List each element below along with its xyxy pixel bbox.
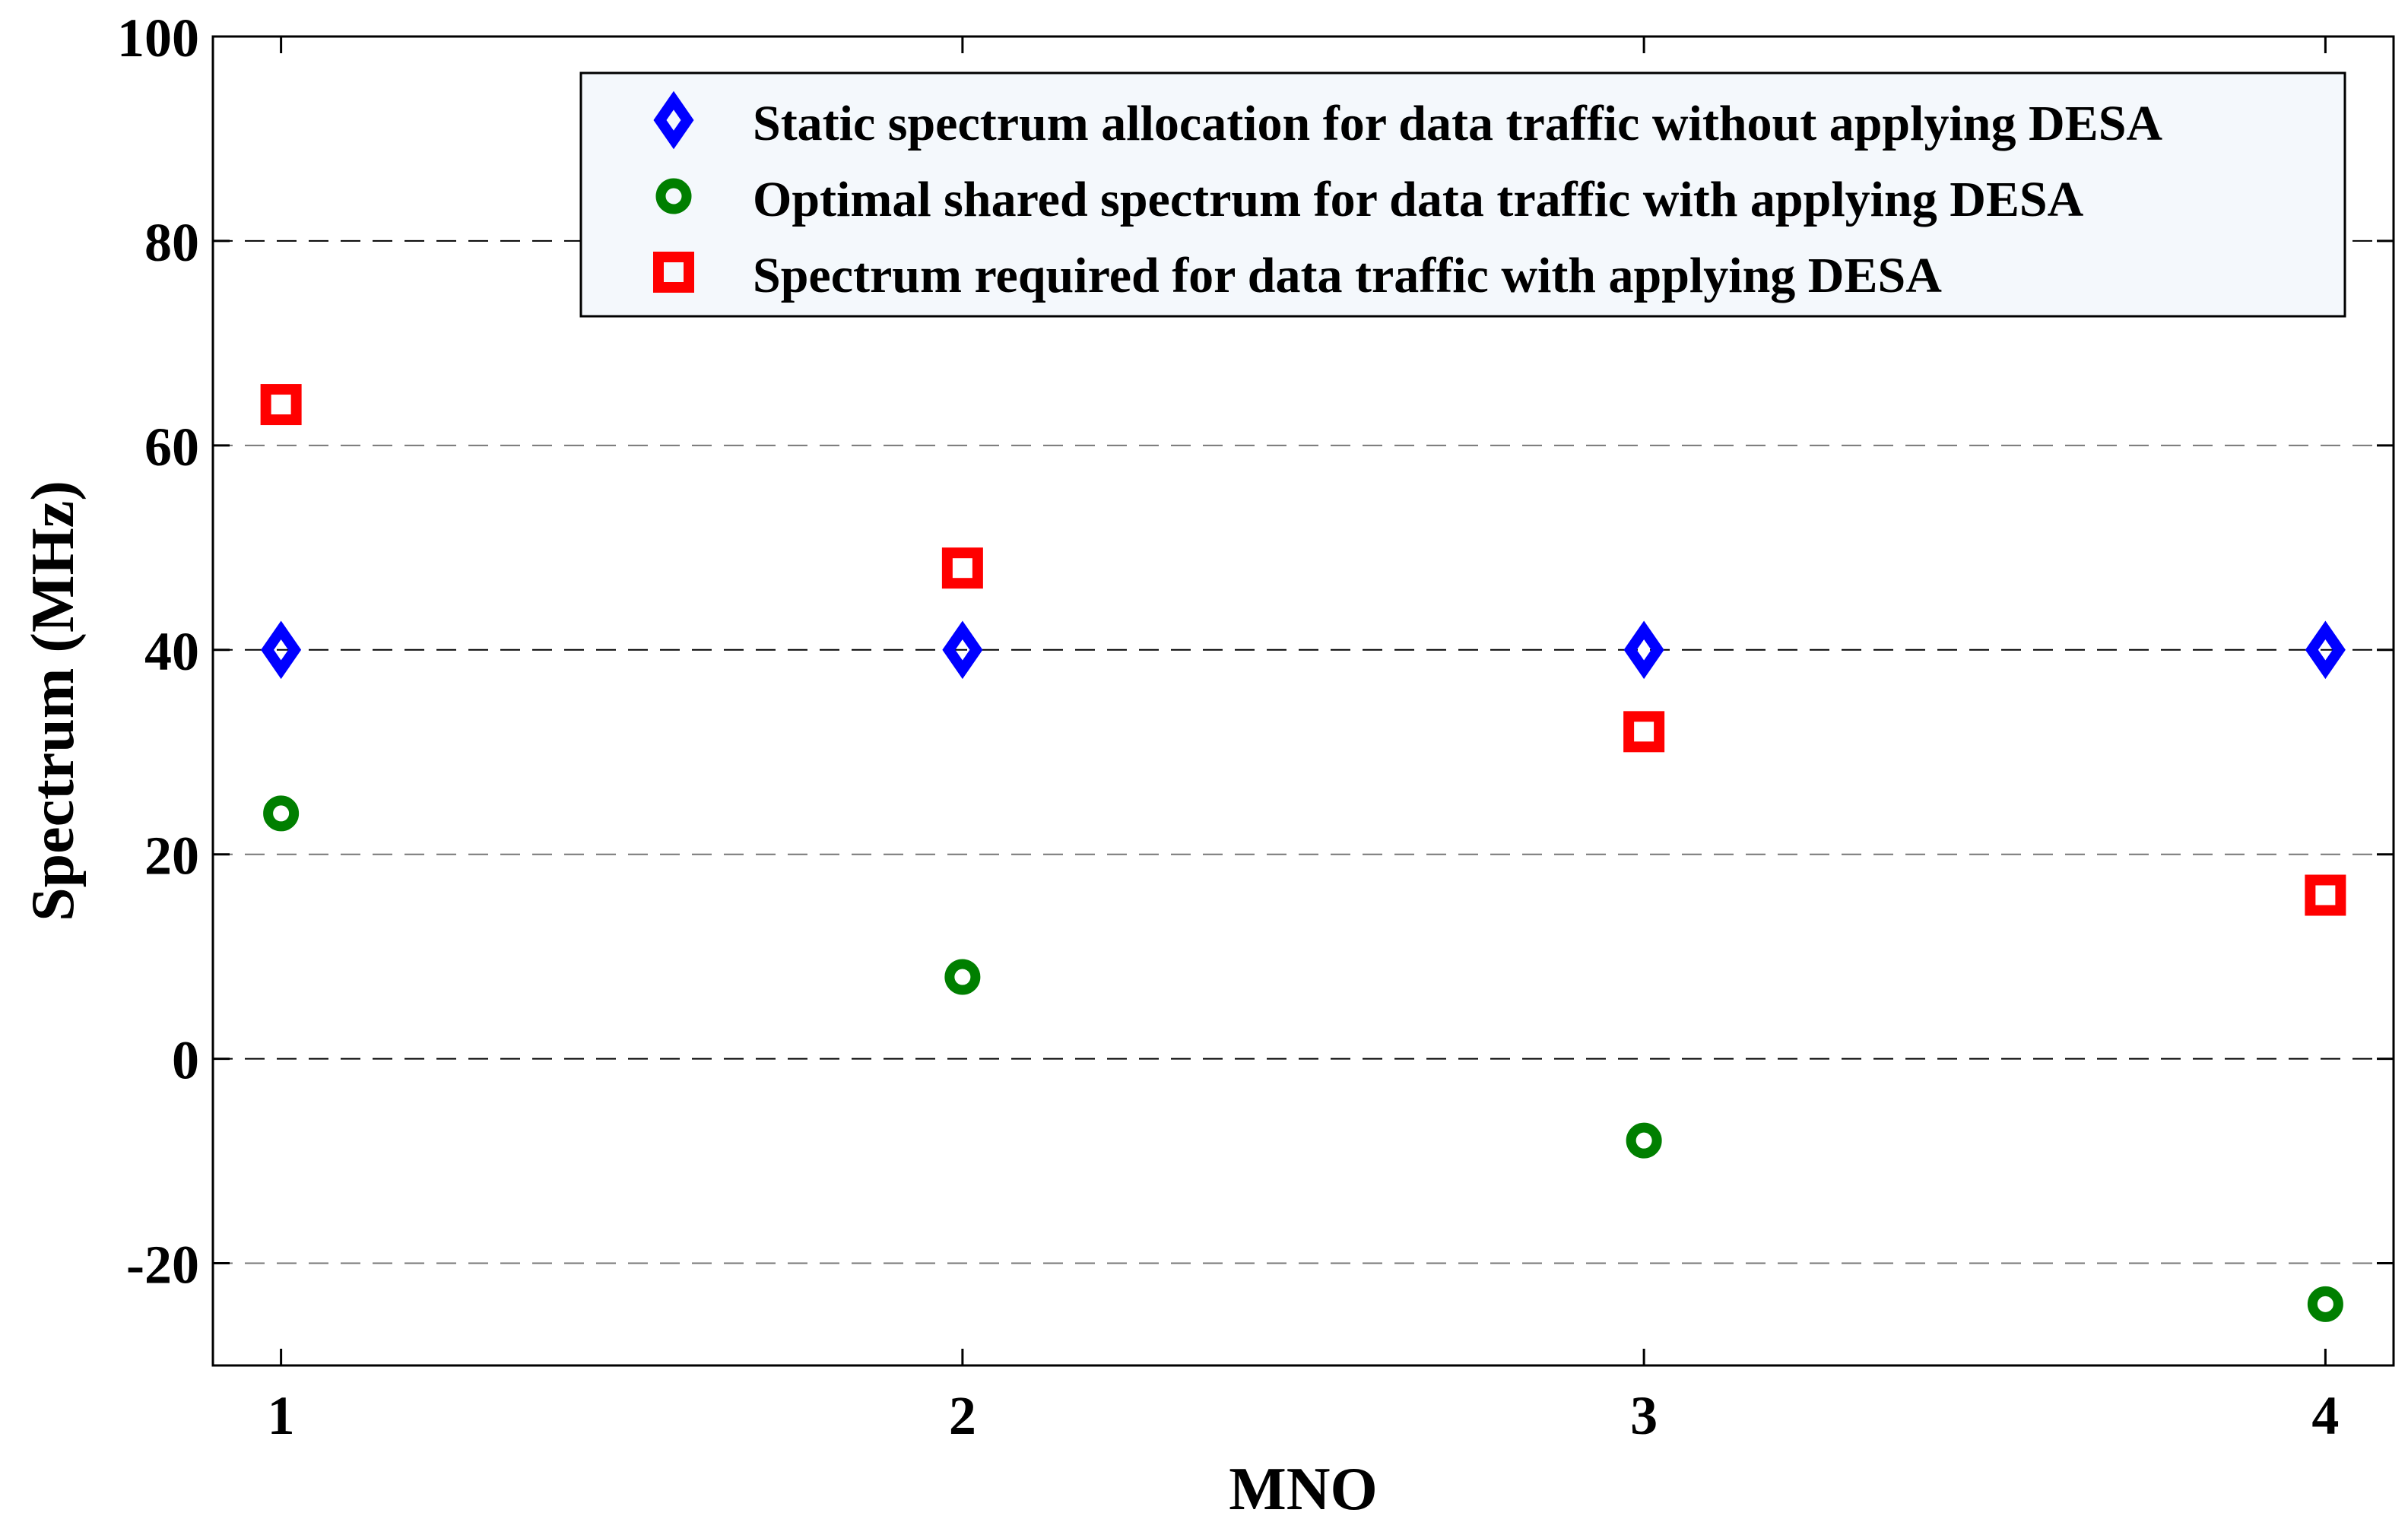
legend-box xyxy=(579,71,2346,318)
y-tick-label: 100 xyxy=(117,8,199,68)
y-tick-label: -20 xyxy=(126,1235,199,1296)
y-tick-label: 20 xyxy=(144,826,199,886)
diamond-shape xyxy=(1623,620,1664,680)
series-1-point-4 xyxy=(2305,620,2346,680)
circle-shape xyxy=(263,795,300,832)
square-shape xyxy=(2305,874,2346,916)
legend-marker-2 xyxy=(655,178,692,214)
legend-marker-1 xyxy=(653,90,694,150)
series-2-point-1 xyxy=(263,795,300,832)
x-tick-label: 1 xyxy=(268,1385,295,1446)
y-tick-label: 40 xyxy=(144,621,199,682)
square-shape xyxy=(1623,711,1665,753)
diamond-shape xyxy=(653,90,694,150)
legend-label-1: Static spectrum allocation for data traf… xyxy=(753,96,2162,151)
square-shape xyxy=(260,384,302,426)
series-1-point-3 xyxy=(1623,620,1664,680)
diamond-shape xyxy=(942,620,983,680)
axis-ticks: -20 0 20 40 60 80 100 1 2 3 4 xyxy=(117,8,2394,1446)
legend-label-2: Optimal shared spectrum for data traffic… xyxy=(753,172,2084,227)
legend-marker-3 xyxy=(653,252,694,293)
series-2-point-3 xyxy=(1626,1122,1662,1159)
y-tick-label: 60 xyxy=(144,417,199,477)
diamond-shape xyxy=(261,620,302,680)
y-tick-label: 80 xyxy=(144,212,199,273)
y-axis-label: Spectrum (MHz) xyxy=(20,480,87,921)
x-tick-label: 4 xyxy=(2311,1385,2339,1446)
series-3-point-2 xyxy=(941,547,983,589)
y-tick-label: 0 xyxy=(172,1030,199,1091)
series-1-point-2 xyxy=(942,620,983,680)
x-tick-label: 3 xyxy=(1630,1385,1658,1446)
circle-shape xyxy=(2307,1286,2343,1322)
series-3-point-3 xyxy=(1623,711,1665,753)
series-2-point-4 xyxy=(2307,1286,2343,1322)
series-2-point-2 xyxy=(944,959,981,995)
square-shape xyxy=(653,252,694,293)
x-axis-label: MNO xyxy=(1229,1456,1378,1523)
series-3-point-4 xyxy=(2305,874,2346,916)
circle-shape xyxy=(655,178,692,214)
series-1-point-1 xyxy=(261,620,302,680)
circle-shape xyxy=(1626,1122,1662,1159)
diamond-shape xyxy=(2305,620,2346,680)
series-3-point-1 xyxy=(260,384,302,426)
legend: Static spectrum allocation for data traf… xyxy=(579,71,2346,318)
data-marks xyxy=(260,384,2346,1322)
x-tick-label: 2 xyxy=(949,1385,976,1446)
square-shape xyxy=(941,547,983,589)
circle-shape xyxy=(944,959,981,995)
grid-lines xyxy=(213,239,2394,1264)
legend-label-3: Spectrum required for data traffic with … xyxy=(753,248,1942,303)
plot-area-frame xyxy=(211,35,2395,1367)
